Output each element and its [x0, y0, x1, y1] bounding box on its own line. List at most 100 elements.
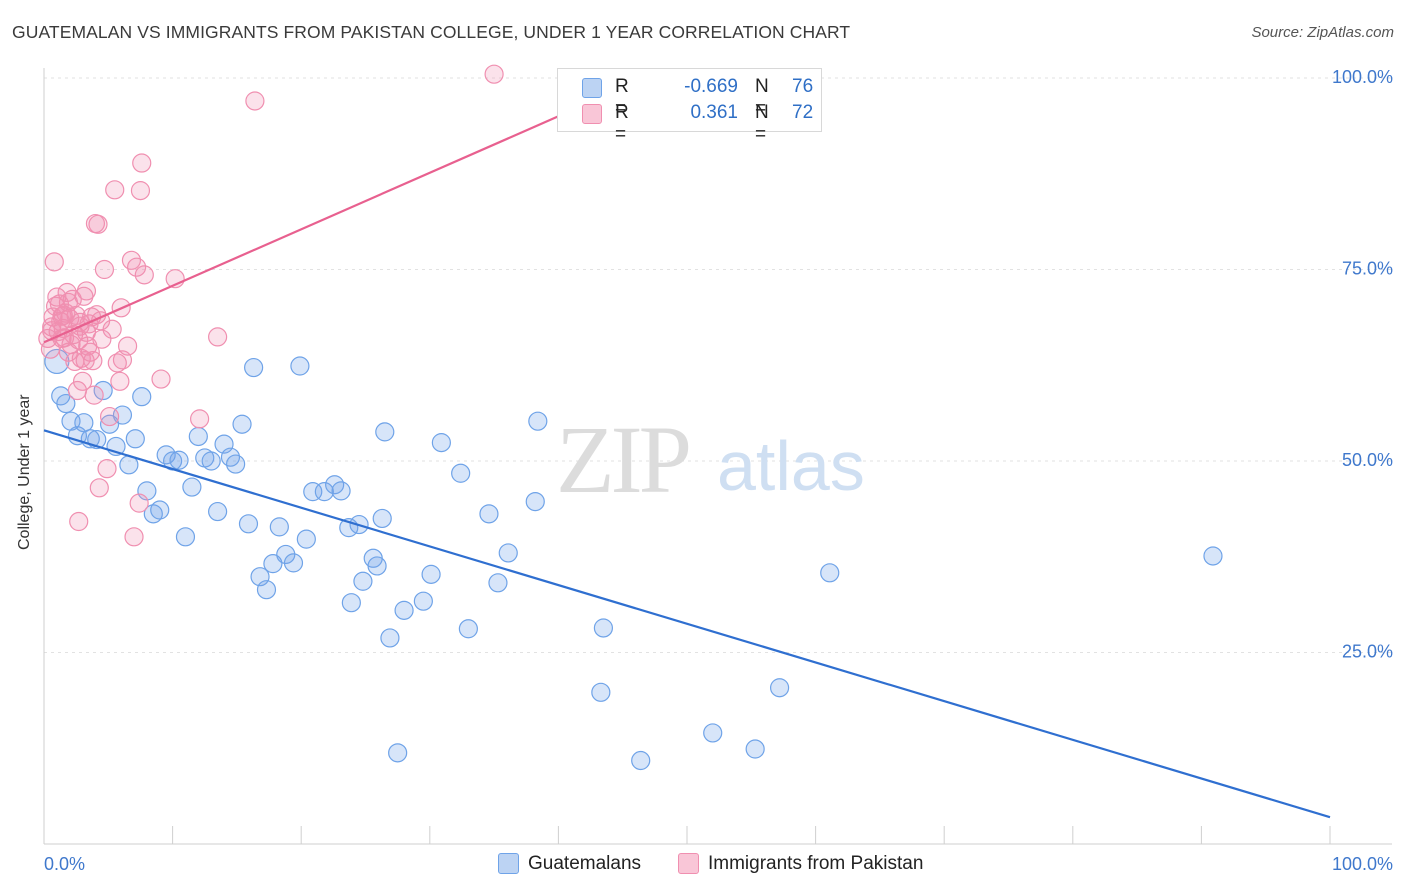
point-pakistan: [74, 286, 94, 306]
point-guatemalans: [169, 450, 189, 470]
point-guatemalans: [769, 678, 790, 698]
correlation-legend: R = -0.669 N = 76 R = 0.361 N = 72: [557, 68, 822, 145]
y-tick-label: 75.0%: [1342, 259, 1393, 279]
tick-labels: 25.0% 50.0% 75.0% 100.0% 0.0% 100.0%: [44, 67, 1393, 874]
point-guatemalans: [353, 571, 373, 591]
source-credit: Source: ZipAtlas.com: [1251, 24, 1394, 41]
point-guatemalans: [488, 573, 508, 593]
point-guatemalans: [226, 454, 246, 474]
point-guatemalans: [238, 514, 259, 534]
point-guatemalans: [820, 563, 840, 583]
y-tick-label: 25.0%: [1342, 642, 1393, 662]
x-tick-label: 100.0%: [1332, 854, 1393, 874]
legend-swatch-blue: [498, 853, 519, 874]
point-guatemalans: [125, 429, 145, 449]
point-guatemalans: [56, 393, 76, 414]
point-guatemalans: [269, 517, 289, 537]
point-guatemalans: [201, 451, 221, 471]
point-guatemalans: [593, 618, 614, 638]
point-pakistan: [105, 180, 125, 200]
point-pakistan: [151, 369, 171, 389]
point-pakistan: [76, 281, 97, 301]
point-guatemalans: [93, 380, 113, 401]
point-guatemalans: [372, 508, 392, 529]
point-pakistan: [83, 351, 103, 371]
trendline-pakistan: [43, 115, 559, 344]
legend-n-value: 76: [792, 76, 814, 97]
point-guatemalans: [431, 433, 451, 453]
point-guatemalans: [341, 593, 361, 613]
point-pakistan: [44, 252, 64, 272]
trendline-guatemalans: [43, 429, 1331, 819]
series-pakistan: [38, 64, 504, 547]
point-guatemalans: [232, 414, 252, 434]
point-pakistan: [88, 214, 108, 234]
series-guatemalans: [44, 348, 1223, 771]
point-guatemalans: [182, 477, 202, 497]
point-pakistan: [130, 181, 151, 201]
point-pakistan: [107, 353, 127, 373]
watermark-atlas: atlas: [717, 427, 865, 505]
legend-swatch-blue: [582, 78, 602, 98]
point-guatemalans: [745, 739, 765, 759]
point-guatemalans: [74, 413, 94, 433]
y-axis-label: College, Under 1 year: [16, 394, 33, 550]
point-guatemalans: [498, 543, 518, 563]
point-guatemalans: [331, 481, 351, 501]
point-pakistan: [190, 409, 210, 429]
point-guatemalans: [421, 564, 441, 584]
point-pakistan: [134, 265, 154, 285]
point-pakistan: [484, 64, 504, 84]
point-guatemalans: [394, 600, 414, 620]
legend-r-value: -0.669: [684, 76, 738, 97]
point-pakistan: [117, 336, 138, 356]
legend-n-label: N =: [755, 102, 769, 145]
point-pakistan: [89, 478, 109, 498]
point-pakistan: [245, 91, 265, 111]
point-guatemalans: [479, 504, 499, 524]
point-guatemalans: [256, 580, 277, 600]
y-tick-label: 50.0%: [1342, 450, 1393, 470]
point-guatemalans: [283, 553, 304, 573]
point-guatemalans: [1203, 546, 1223, 566]
point-pakistan: [132, 153, 152, 173]
legend-swatch-pink: [678, 853, 699, 874]
point-guatemalans: [703, 723, 723, 743]
point-guatemalans: [388, 743, 408, 763]
point-guatemalans: [150, 500, 170, 520]
point-pakistan: [126, 257, 147, 277]
point-guatemalans: [413, 591, 433, 611]
point-guatemalans: [314, 482, 334, 502]
point-pakistan: [124, 527, 144, 547]
point-guatemalans: [367, 556, 387, 576]
trendlines: [43, 115, 1331, 819]
x-tick-label: 0.0%: [44, 854, 85, 874]
point-pakistan: [84, 385, 104, 405]
legend-label: Guatemalans: [528, 853, 642, 874]
legend-n-label: N =: [755, 76, 769, 119]
point-guatemalans: [528, 411, 548, 431]
point-guatemalans: [591, 682, 611, 702]
point-guatemalans: [175, 527, 196, 547]
watermark: ZIP atlas: [556, 406, 865, 513]
point-guatemalans: [458, 619, 478, 639]
legend-n-value: 72: [792, 102, 814, 123]
point-guatemalans: [132, 387, 152, 407]
y-tick-label: 100.0%: [1332, 67, 1393, 87]
legend-swatch-pink: [582, 104, 602, 124]
point-guatemalans: [380, 628, 400, 648]
axes: [43, 68, 1392, 845]
point-pakistan: [69, 511, 89, 532]
legend-r-label: R =: [615, 102, 629, 145]
point-pakistan: [99, 406, 120, 427]
point-guatemalans: [208, 501, 228, 522]
chart-title: GUATEMALAN VS IMMIGRANTS FROM PAKISTAN C…: [12, 22, 851, 42]
watermark-zip: ZIP: [556, 406, 689, 513]
point-pakistan: [62, 289, 82, 309]
point-pakistan: [129, 493, 149, 513]
point-guatemalans: [290, 356, 310, 376]
point-guatemalans: [244, 357, 264, 378]
point-pakistan: [94, 259, 115, 280]
point-pakistan: [208, 327, 228, 347]
